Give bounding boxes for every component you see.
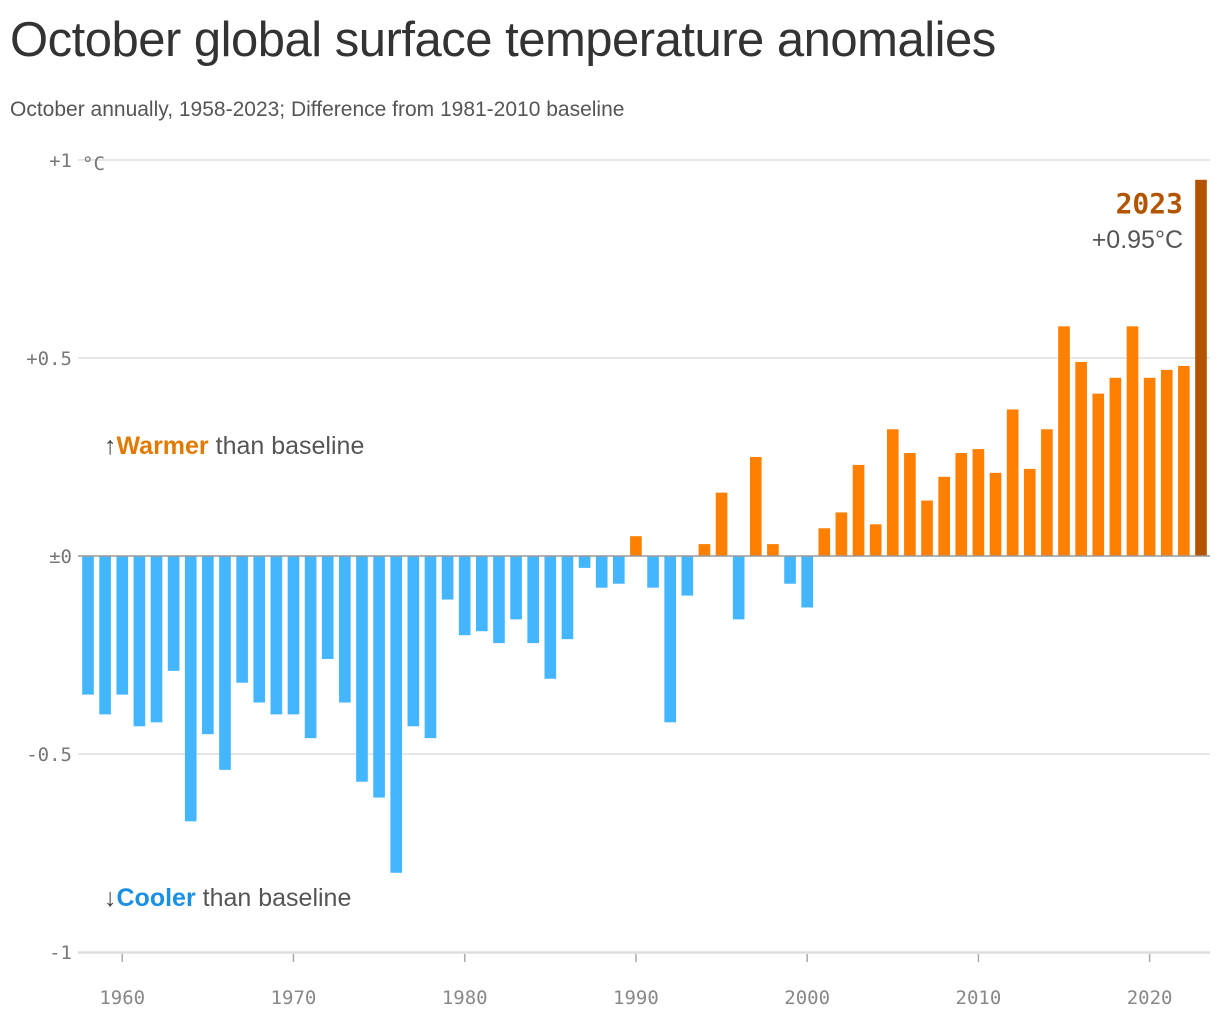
bar-1983	[510, 556, 522, 620]
x-tick-label: 2010	[956, 987, 1002, 1009]
bar-2010	[972, 449, 985, 556]
x-tick-label: 1970	[271, 987, 317, 1009]
bar-1959	[99, 556, 111, 715]
bar-2001	[818, 528, 831, 556]
up-arrow-icon: ↑	[104, 432, 117, 460]
bar-1961	[133, 556, 146, 727]
bar-2005	[886, 429, 899, 556]
bar-1989	[612, 556, 625, 584]
y-tick-label: ±0	[49, 546, 72, 568]
bar-2012	[1006, 409, 1019, 556]
bar-2006	[904, 453, 916, 556]
bar-2018	[1109, 377, 1122, 556]
x-tick-label: 1990	[613, 987, 659, 1009]
bar-2009	[955, 453, 968, 556]
bar-2020	[1143, 377, 1156, 556]
bar-1997	[749, 457, 762, 556]
chart-title: October global surface temperature anoma…	[10, 13, 996, 67]
y-tick-label: -1	[49, 942, 72, 964]
y-tick-label: +1	[49, 150, 72, 172]
bar-1958	[82, 556, 94, 695]
x-tick-label: 1960	[99, 987, 145, 1009]
bar-1977	[407, 556, 420, 727]
bar-1967	[236, 556, 248, 683]
bar-2004	[869, 524, 882, 556]
bar-1994	[698, 544, 711, 556]
axis-layer: +1 °C +0.5 ±0 -0.5 -1 1960 1970 1980 1990 2000 2010…	[26, 150, 1210, 1009]
bar-2000	[801, 556, 813, 608]
bar-1998	[767, 544, 779, 556]
x-tick-label: 2020	[1127, 987, 1173, 1009]
bar-1960	[116, 556, 129, 695]
bar-1974	[356, 556, 368, 782]
bar-1996	[732, 556, 745, 620]
bar-2007	[921, 500, 933, 556]
bar-2003	[852, 464, 865, 556]
bars-layer	[82, 179, 1207, 873]
x-tick-label: 1980	[442, 987, 488, 1009]
bar-1965	[202, 556, 214, 735]
grid-layer	[78, 159, 1210, 953]
bar-1988	[595, 556, 608, 588]
bar-1986	[561, 556, 574, 640]
bar-1999	[784, 556, 796, 584]
bar-1978	[424, 556, 437, 739]
bar-2014	[1041, 429, 1053, 556]
warmer-annotation: ↑Warmer than baseline	[104, 432, 364, 461]
bar-1981	[476, 556, 488, 632]
bar-1962	[150, 556, 163, 723]
cooler-label: Cooler	[116, 884, 196, 912]
bar-2016	[1075, 361, 1087, 556]
bar-1972	[321, 556, 334, 659]
bar-1968	[253, 556, 266, 703]
x-tick-label: 2000	[784, 987, 830, 1009]
bar-2017	[1092, 393, 1105, 556]
bar-2013	[1023, 468, 1036, 556]
bar-2022	[1178, 365, 1190, 556]
y-tick-label: -0.5	[26, 744, 72, 766]
bar-2011	[989, 472, 1002, 556]
bar-2002	[835, 512, 848, 556]
bar-1984	[527, 556, 540, 644]
bar-1976	[390, 556, 403, 873]
warmer-label: Warmer	[116, 432, 209, 460]
cooler-rest: than baseline	[195, 884, 352, 912]
bar-1969	[270, 556, 283, 715]
bar-1971	[304, 556, 317, 739]
bar-2021	[1160, 369, 1173, 556]
bar-1963	[167, 556, 180, 671]
highlight-year: 2023	[1115, 187, 1183, 220]
bar-1992	[664, 556, 677, 723]
bar-2015	[1058, 326, 1070, 556]
bar-2008	[938, 476, 950, 556]
bar-1975	[373, 556, 385, 798]
y-unit-label: °C	[82, 153, 105, 175]
bar-1985	[544, 556, 557, 679]
bar-1973	[339, 556, 351, 703]
warmer-rest: than baseline	[208, 432, 365, 460]
bar-1980	[458, 556, 471, 636]
bar-1990	[630, 536, 642, 556]
bar-1993	[681, 556, 694, 596]
bar-2019	[1126, 326, 1139, 556]
cooler-annotation: ↓Cooler than baseline	[104, 884, 351, 913]
bar-1979	[441, 556, 454, 600]
down-arrow-icon: ↓	[104, 884, 117, 912]
bar-1964	[184, 556, 197, 822]
bar-2023	[1195, 179, 1207, 557]
bar-1982	[493, 556, 505, 644]
bar-1966	[219, 556, 231, 770]
highlight-value: +0.95°C	[1091, 226, 1183, 254]
bar-1987	[578, 556, 591, 568]
bar-1970	[287, 556, 300, 715]
bar-1991	[647, 556, 659, 588]
bar-1995	[715, 492, 728, 556]
chart-subtitle: October annually, 1958-2023; Difference …	[10, 98, 625, 121]
y-tick-label: +0.5	[26, 348, 72, 370]
